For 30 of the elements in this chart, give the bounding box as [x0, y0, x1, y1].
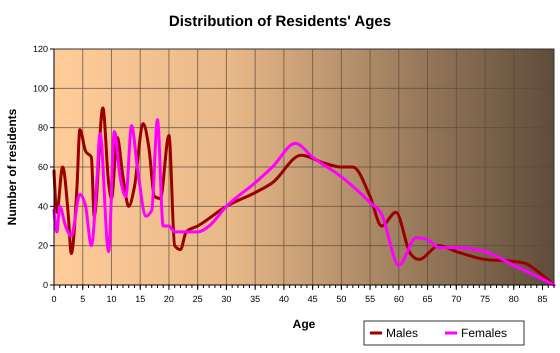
x-tick-label: 0	[51, 294, 57, 304]
y-tick-label: 80	[38, 122, 48, 133]
y-tick-label: 20	[38, 240, 48, 251]
x-tick-label: 25	[192, 294, 203, 304]
x-tick-label: 20	[164, 294, 174, 304]
x-tick-label: 15	[135, 294, 146, 304]
y-axis-title: Number of residents	[5, 108, 19, 226]
x-tick-label: 40	[278, 294, 289, 304]
x-tick-label: 10	[106, 294, 116, 304]
legend-label: Males	[386, 326, 418, 340]
x-tick-label: 30	[221, 294, 232, 304]
y-tick-label: 60	[38, 162, 48, 172]
y-tick-label: 100	[32, 83, 48, 94]
y-tick-label: 0	[42, 280, 48, 290]
x-tick-label: 70	[451, 294, 462, 304]
x-tick-label: 45	[308, 294, 318, 304]
x-tick-label: 50	[336, 294, 346, 304]
x-tick-label: 55	[365, 294, 376, 304]
chart-title: Distribution of Residents' Ages	[168, 13, 392, 30]
x-tick-label: 60	[394, 294, 404, 304]
x-tick-label: 35	[250, 294, 260, 304]
y-tick-label: 120	[32, 44, 48, 54]
x-tick-label: 5	[80, 294, 86, 304]
legend-label: Females	[461, 326, 508, 340]
x-tick-label: 85	[538, 294, 548, 304]
x-axis-title: Age	[292, 317, 316, 331]
x-tick-label: 80	[508, 294, 519, 304]
x-tick-label: 75	[480, 294, 490, 304]
x-tick-label: 65	[422, 294, 433, 304]
y-tick-label: 40	[38, 201, 48, 212]
